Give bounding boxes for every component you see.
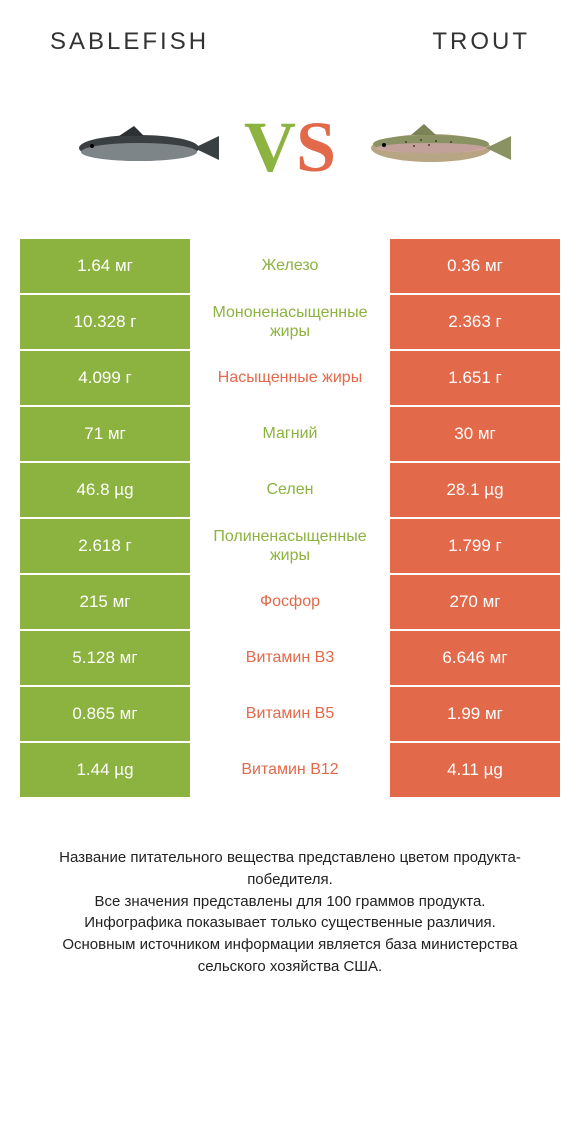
footer-notes: Название питательного вещества представл… [0,847,580,978]
vs-s: S [296,107,336,187]
footer-line: Название питательного вещества представл… [30,847,550,891]
value-left: 5.128 мг [20,631,190,685]
value-right: 6.646 мг [390,631,560,685]
value-left: 2.618 г [20,519,190,573]
table-row: 4.099 гНасыщенные жиры1.651 г [20,351,560,405]
header: Sablefish Trout [0,0,580,56]
table-row: 71 мгМагний30 мг [20,407,560,461]
footer-line: Инфографика показывает только существенн… [30,912,550,934]
value-left: 215 мг [20,575,190,629]
value-left: 1.64 мг [20,239,190,293]
table-row: 2.618 гПолиненасыщенные жиры1.799 г [20,519,560,573]
value-right: 1.799 г [390,519,560,573]
nutrient-label: Витамин B3 [190,631,390,685]
table-row: 46.8 µgСелен28.1 µg [20,463,560,517]
value-right: 1.99 мг [390,687,560,741]
trout-image [356,108,516,188]
vs-v: V [244,107,296,187]
value-left: 0.865 мг [20,687,190,741]
title-left: Sablefish [50,28,209,56]
nutrient-label: Селен [190,463,390,517]
footer-line: Основным источником информации является … [30,934,550,978]
nutrient-label: Магний [190,407,390,461]
value-right: 4.11 µg [390,743,560,797]
value-right: 0.36 мг [390,239,560,293]
vs-section: VS [0,106,580,189]
nutrient-label: Полиненасыщенные жиры [190,519,390,573]
nutrient-label: Фосфор [190,575,390,629]
title-right: Trout [432,28,530,56]
value-right: 1.651 г [390,351,560,405]
value-left: 46.8 µg [20,463,190,517]
value-right: 30 мг [390,407,560,461]
table-row: 215 мгФосфор270 мг [20,575,560,629]
nutrient-label: Насыщенные жиры [190,351,390,405]
footer-line: Все значения представлены для 100 граммо… [30,891,550,913]
vs-label: VS [244,106,336,189]
comparison-table: 1.64 мгЖелезо0.36 мг10.328 гМононенасыще… [20,239,560,797]
nutrient-label: Железо [190,239,390,293]
table-row: 1.44 µgВитамин B124.11 µg [20,743,560,797]
nutrient-label: Мононенасыщенные жиры [190,295,390,349]
nutrient-label: Витамин B12 [190,743,390,797]
nutrient-label: Витамин B5 [190,687,390,741]
value-right: 2.363 г [390,295,560,349]
value-left: 10.328 г [20,295,190,349]
value-right: 270 мг [390,575,560,629]
sablefish-image [64,108,224,188]
value-left: 1.44 µg [20,743,190,797]
table-row: 0.865 мгВитамин B51.99 мг [20,687,560,741]
table-row: 10.328 гМононенасыщенные жиры2.363 г [20,295,560,349]
table-row: 1.64 мгЖелезо0.36 мг [20,239,560,293]
table-row: 5.128 мгВитамин B36.646 мг [20,631,560,685]
value-left: 71 мг [20,407,190,461]
value-left: 4.099 г [20,351,190,405]
value-right: 28.1 µg [390,463,560,517]
